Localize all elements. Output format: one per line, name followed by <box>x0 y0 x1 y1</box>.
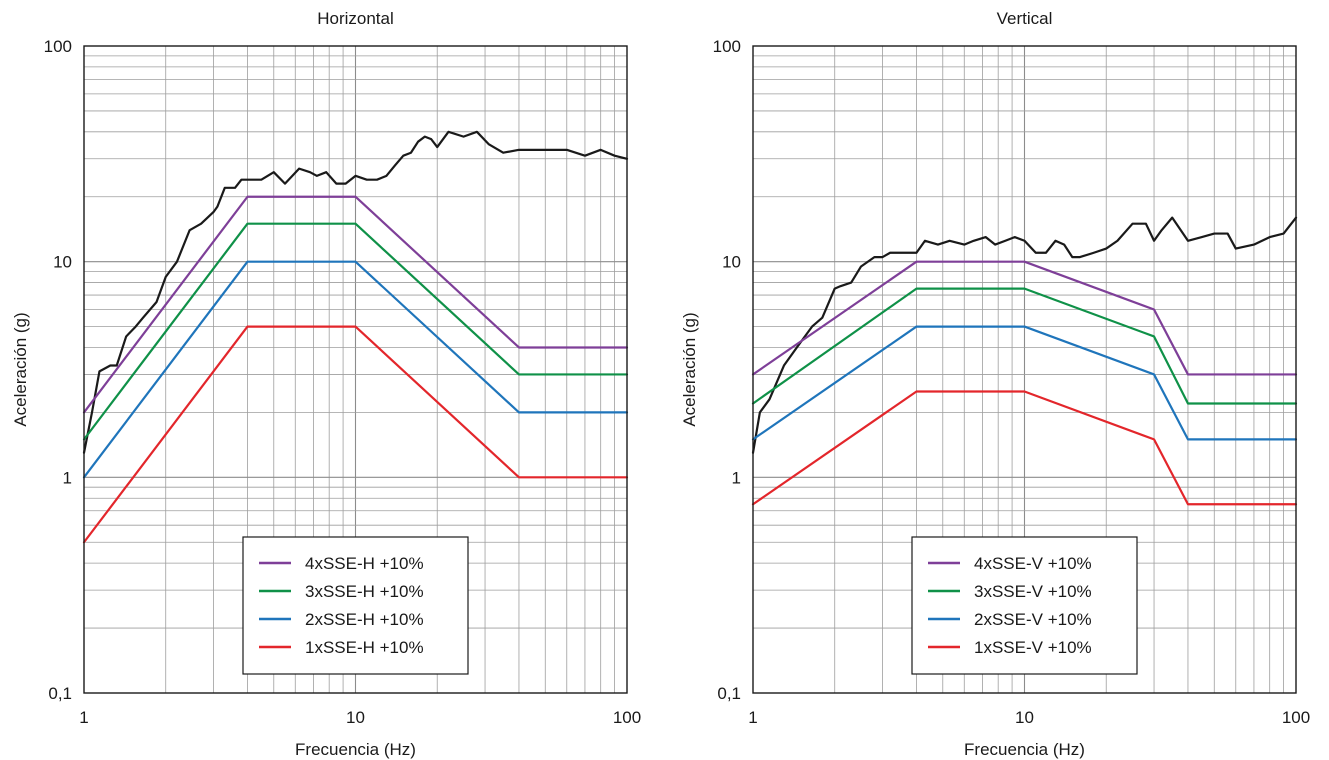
legend-label: 1xSSE-V +10% <box>974 638 1092 657</box>
x-tick-label: 100 <box>1282 708 1310 727</box>
x-tick-label: 10 <box>1015 708 1034 727</box>
series-group-0 <box>82 130 629 544</box>
x-tick-label: 100 <box>613 708 641 727</box>
grid-0 <box>84 46 627 693</box>
chart-panel-1: 1 10 100 0,1 1 10 100 Vertical Frecuencia (Hz) Ac… <box>680 9 1310 759</box>
series-line-4xsse-v-10 <box>751 260 1298 376</box>
y-tick-label: 100 <box>44 37 72 56</box>
legend-label: 3xSSE-H +10% <box>305 582 424 601</box>
legend-box <box>911 536 1138 675</box>
chart-panel-0: 1 10 100 0,1 1 10 100 Horizontal Frecuencia (Hz)… <box>11 9 641 759</box>
legend-1: 4xSSE-V +10% 3xSSE-V +10% 2xSSE-V +10% 1xSS… <box>911 536 1138 675</box>
y-tick-label: 0,1 <box>48 684 72 703</box>
x-tick-label: 1 <box>748 708 757 727</box>
legend-label: 4xSSE-V +10% <box>974 554 1092 573</box>
y-tick-label: 10 <box>722 253 741 272</box>
series-line-3xsse-v-10 <box>751 287 1298 405</box>
legend-label: 2xSSE-H +10% <box>305 610 424 629</box>
y-tick-label: 100 <box>713 37 741 56</box>
chart-title: Vertical <box>997 9 1053 28</box>
legend-label: 3xSSE-V +10% <box>974 582 1092 601</box>
series-line-1xsse-v-10 <box>751 390 1298 506</box>
series-line-measured <box>751 216 1298 454</box>
series-line-2xsse-v-10 <box>751 325 1298 441</box>
y-tick-label: 0,1 <box>717 684 741 703</box>
legend-label: 4xSSE-H +10% <box>305 554 424 573</box>
legend-box <box>242 536 469 675</box>
y-tick-label: 10 <box>53 253 72 272</box>
series-line-4xsse-h-10 <box>82 195 629 414</box>
x-tick-label: 1 <box>79 708 88 727</box>
y-tick-label: 1 <box>732 468 741 487</box>
series-group-1 <box>751 216 1298 506</box>
series-line-3xsse-h-10 <box>82 222 629 441</box>
legend-0: 4xSSE-H +10% 3xSSE-H +10% 2xSSE-H +10% 1xSS… <box>242 536 469 675</box>
plot-frame-1 <box>752 45 1297 694</box>
y-axis-label: Aceleración (g) <box>680 312 699 426</box>
x-axis-label: Frecuencia (Hz) <box>295 740 416 759</box>
plot-frame-0 <box>83 45 628 694</box>
y-axis-label: Aceleración (g) <box>11 312 30 426</box>
chart-title: Horizontal <box>317 9 394 28</box>
series-line-2xsse-h-10 <box>82 260 629 479</box>
series-line-1xsse-h-10 <box>82 325 629 544</box>
legend-label: 1xSSE-H +10% <box>305 638 424 657</box>
y-tick-label: 1 <box>63 468 72 487</box>
x-tick-label: 10 <box>346 708 365 727</box>
x-axis-label: Frecuencia (Hz) <box>964 740 1085 759</box>
series-line-measured <box>82 130 629 454</box>
legend-label: 2xSSE-V +10% <box>974 610 1092 629</box>
